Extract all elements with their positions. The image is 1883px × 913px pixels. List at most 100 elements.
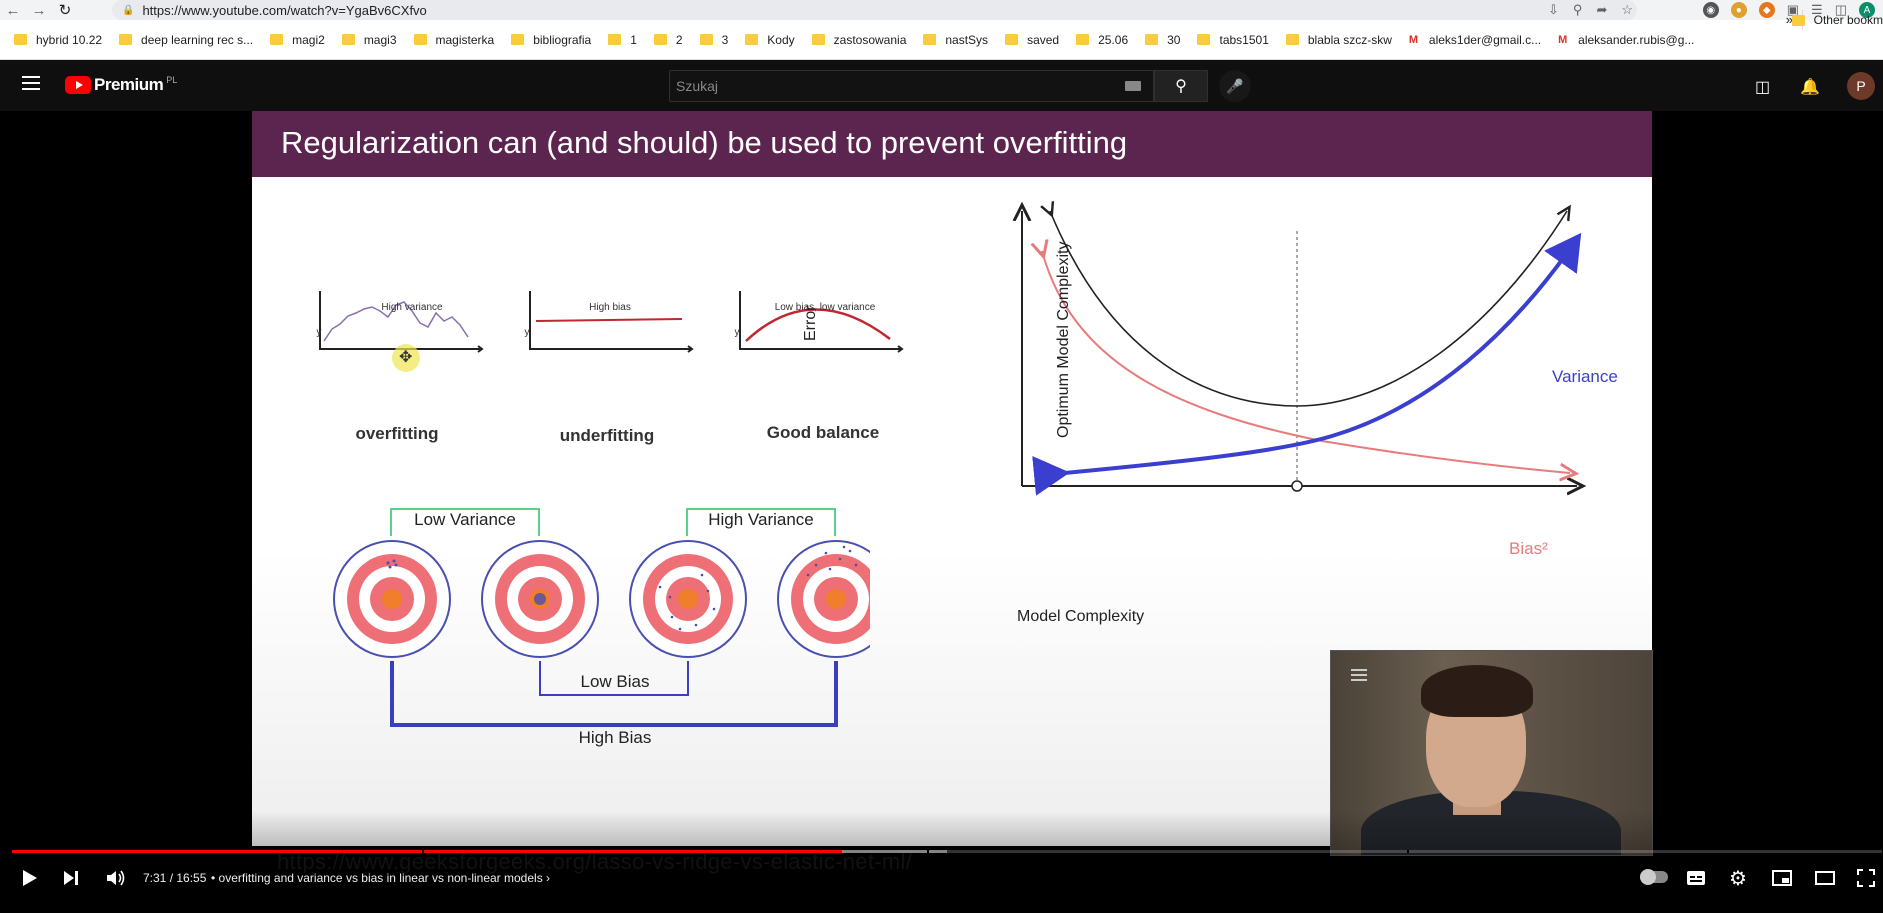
bookmark-item[interactable]: magi3 bbox=[341, 33, 397, 47]
folder-icon bbox=[811, 34, 825, 45]
folder-icon bbox=[745, 34, 759, 45]
bookmark-label: 30 bbox=[1167, 32, 1181, 47]
bookmark-item[interactable]: deep learning rec s... bbox=[119, 33, 253, 47]
bookmark-item[interactable]: 30 bbox=[1145, 33, 1180, 47]
autoplay-toggle[interactable] bbox=[1640, 869, 1668, 885]
bookmark-item[interactable]: Kody bbox=[745, 32, 795, 47]
lock-icon: 🔒 bbox=[122, 4, 135, 16]
share-icon[interactable]: ➦ bbox=[1596, 2, 1608, 17]
profile-avatar[interactable]: A bbox=[1859, 2, 1875, 18]
metamask-extension-icon[interactable]: ◆ bbox=[1758, 2, 1775, 18]
folder-icon bbox=[608, 34, 622, 45]
bookmark-star-icon[interactable]: ☆ bbox=[1621, 2, 1633, 17]
next-button[interactable] bbox=[63, 860, 79, 896]
bias-variance-targets bbox=[333, 540, 870, 727]
variance-curve bbox=[1032, 232, 1582, 496]
notifications-bell-icon[interactable]: 🔔 bbox=[1800, 79, 1820, 96]
low-bias-label: Low Bias bbox=[580, 672, 650, 691]
search-input[interactable]: Szukaj bbox=[669, 70, 1154, 102]
create-video-icon[interactable]: ◫ bbox=[1755, 79, 1771, 96]
bookmark-item[interactable]: magisterka bbox=[413, 33, 494, 47]
volume-button[interactable] bbox=[106, 860, 126, 896]
bookmark-item[interactable]: nastSys bbox=[923, 33, 988, 47]
play-icon bbox=[23, 870, 37, 886]
time-display: 7:31 / 16:55 bbox=[143, 871, 207, 885]
underfitting-label: underfitting bbox=[559, 426, 655, 445]
settings-button[interactable]: ⚙ bbox=[1729, 860, 1747, 896]
bookmark-item[interactable]: zastosowania bbox=[811, 32, 907, 47]
bookmark-item[interactable]: 2 bbox=[653, 32, 683, 47]
voice-search-button[interactable]: 🎤 bbox=[1219, 70, 1251, 102]
back-icon[interactable]: ← bbox=[5, 1, 21, 19]
bookmark-item[interactable]: 3 bbox=[699, 33, 728, 47]
play-button[interactable] bbox=[22, 860, 38, 896]
bookmark-item[interactable]: magi2 bbox=[270, 33, 325, 47]
played-bar bbox=[12, 850, 843, 853]
bookmark-label: nastSys bbox=[945, 32, 989, 47]
low-variance-bracket bbox=[390, 508, 540, 536]
omnibox-actions: ⇩ ⚲ ➦ ☆ bbox=[1548, 0, 1633, 20]
low-variance-label: Low Variance bbox=[414, 510, 516, 529]
controls-gradient bbox=[0, 811, 1883, 913]
subtitles-button[interactable] bbox=[1686, 860, 1706, 896]
bookmark-item[interactable]: bibliografia bbox=[511, 33, 591, 47]
address-bar[interactable]: 🔒 https://www.youtube.com/watch?v=YgaBv6… bbox=[112, 0, 1637, 20]
more-bookmarks-button[interactable]: » bbox=[1785, 12, 1793, 27]
forward-icon[interactable]: → bbox=[31, 1, 47, 19]
bookmark-item[interactable]: blabla szcz-skw bbox=[1285, 32, 1392, 47]
target-low-var-low-bias bbox=[333, 540, 451, 658]
fullscreen-button[interactable] bbox=[1857, 860, 1875, 896]
presenter-hair bbox=[1421, 665, 1533, 717]
reading-list-icon[interactable]: ☰ bbox=[1811, 2, 1823, 17]
search-button[interactable]: ⚲ bbox=[1154, 70, 1208, 102]
youtube-logo[interactable]: Premium PL bbox=[65, 75, 177, 95]
reload-icon[interactable]: ↻ bbox=[58, 2, 72, 19]
address-url: https://www.youtube.com/watch?v=YgaBv6CX… bbox=[142, 2, 427, 18]
high-variance-bracket bbox=[686, 508, 836, 536]
bookmark-item[interactable]: hybrid 10.22 bbox=[14, 33, 102, 47]
install-app-icon[interactable]: ⇩ bbox=[1548, 2, 1559, 17]
bookmark-item[interactable]: 25.06 bbox=[1076, 33, 1128, 47]
zoom-icon[interactable]: ⚲ bbox=[1572, 2, 1583, 17]
folder-icon bbox=[341, 34, 355, 45]
bookmark-label: blabla szcz-skw bbox=[1307, 32, 1392, 47]
other-bookmarks-folder[interactable]: Other bookm bbox=[1791, 13, 1883, 27]
bookmark-label: zastosowania bbox=[833, 32, 907, 47]
bookmarks-bar: hybrid 10.22 deep learning rec s... magi2 m… bbox=[0, 20, 1883, 60]
keyboard-icon[interactable] bbox=[1125, 81, 1141, 91]
optimum-marker bbox=[1291, 480, 1303, 492]
good-balance-label: Good balance bbox=[766, 423, 880, 442]
cursor-highlight bbox=[392, 344, 420, 372]
bookmark-item[interactable]: 1 bbox=[608, 33, 637, 47]
total-error-curve bbox=[1050, 211, 1567, 407]
menu-icon[interactable] bbox=[22, 76, 40, 90]
video-player[interactable]: Regularization can (and should) be used … bbox=[0, 111, 1883, 913]
overfitting-chart-title: High variance bbox=[381, 302, 443, 313]
bookmark-label: 1 bbox=[630, 32, 637, 47]
folder-icon bbox=[119, 34, 133, 45]
bookmark-label: 2 bbox=[675, 32, 683, 47]
youtube-play-logo-icon bbox=[65, 76, 91, 94]
folder-icon bbox=[270, 34, 284, 45]
subtitles-icon bbox=[1687, 871, 1705, 885]
miniplayer-button[interactable] bbox=[1772, 860, 1792, 896]
bookmark-label: tabs1501 bbox=[1219, 32, 1269, 47]
puzzle-extensions-icon[interactable]: ▣ bbox=[1786, 2, 1800, 17]
microphone-icon: 🎤 bbox=[1226, 77, 1244, 94]
chapter-title[interactable]: • overfitting and variance vs bias in li… bbox=[211, 871, 550, 885]
theater-mode-button[interactable] bbox=[1815, 860, 1835, 896]
bookmark-item[interactable]: tabs1501 bbox=[1197, 32, 1269, 47]
bookmark-label: 25.06 bbox=[1098, 32, 1129, 47]
chapter-chevron-icon: › bbox=[546, 871, 551, 885]
seek-bar[interactable] bbox=[12, 850, 1882, 853]
bookmark-label: Kody bbox=[767, 32, 795, 47]
color-extension-icon[interactable]: ● bbox=[1730, 2, 1747, 18]
shield-extension-icon[interactable]: ◉ bbox=[1702, 2, 1719, 18]
bookmark-item[interactable]: saved bbox=[1005, 33, 1059, 47]
high-variance-label: High Variance bbox=[708, 510, 814, 529]
account-avatar[interactable]: P bbox=[1847, 72, 1875, 100]
side-panel-icon[interactable]: ◫ bbox=[1834, 2, 1847, 17]
